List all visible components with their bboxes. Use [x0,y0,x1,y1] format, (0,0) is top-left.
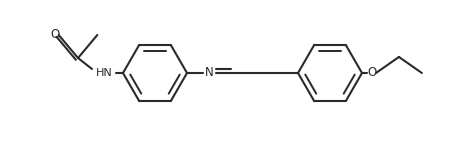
Text: O: O [368,67,376,79]
Text: HN: HN [95,68,112,78]
Text: O: O [50,28,59,40]
Text: N: N [204,66,213,78]
